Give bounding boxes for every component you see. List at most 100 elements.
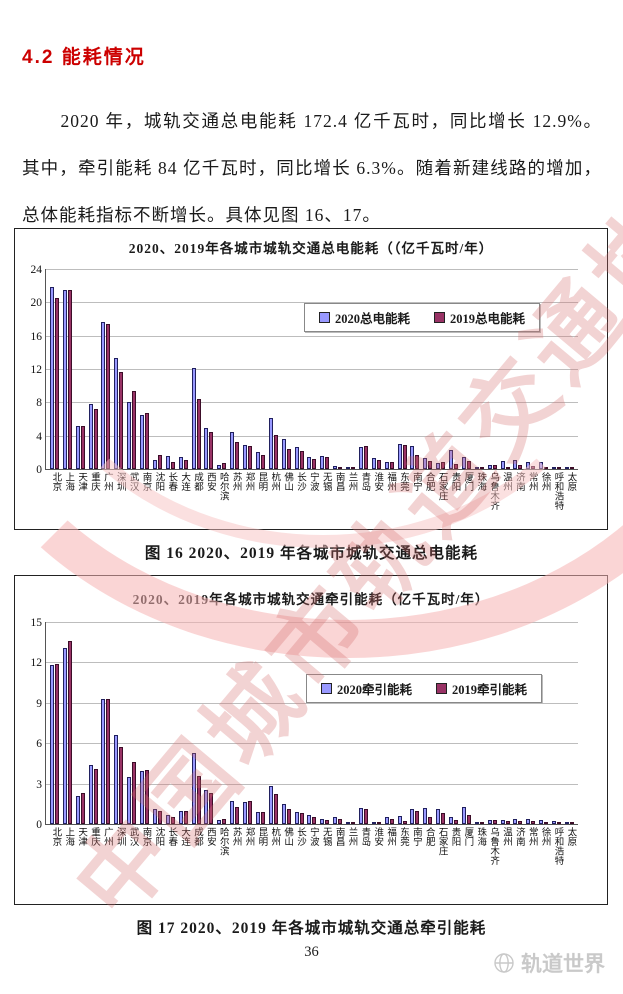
bar xyxy=(248,801,253,824)
city-name: 青岛 xyxy=(359,472,370,491)
x-axis-label: 济南 xyxy=(512,472,525,510)
bar xyxy=(49,286,54,469)
bar xyxy=(539,819,544,824)
x-axis-label: 东莞 xyxy=(396,472,409,510)
figure17-caption: 图 17 2020、2019 年各城市城轨交通总牵引能耗 xyxy=(136,920,487,937)
bar xyxy=(320,818,325,824)
bar xyxy=(80,793,85,824)
x-axis-label: 长沙 xyxy=(293,827,306,865)
bar-group xyxy=(396,815,409,824)
y-axis-tick-label: 0 xyxy=(36,819,42,831)
x-axis-label: 常州 xyxy=(524,472,537,510)
bar xyxy=(351,467,356,469)
city-name: 太原 xyxy=(565,472,576,491)
city-name: 哈尔滨 xyxy=(217,472,228,501)
y-axis-tick-label: 15 xyxy=(30,617,43,629)
bar-group xyxy=(512,818,525,824)
bar-group xyxy=(293,447,306,469)
y-axis-tick-label: 24 xyxy=(30,264,43,276)
city-name: 南昌 xyxy=(333,827,344,846)
city-name: 太原 xyxy=(565,827,576,846)
bar xyxy=(518,464,523,469)
bar xyxy=(461,456,466,469)
bar xyxy=(170,817,175,824)
bar xyxy=(178,810,183,824)
city-name: 呼和浩特 xyxy=(552,827,563,865)
x-axis-label: 南宁 xyxy=(409,827,422,865)
bar-group xyxy=(344,822,357,824)
city-name: 北京 xyxy=(50,827,61,846)
y-axis-tick-label: 4 xyxy=(36,430,42,443)
city-name: 徐州 xyxy=(539,472,550,491)
legend-label: 2019牵引能耗 xyxy=(452,683,528,697)
x-axis-label: 天津 xyxy=(74,472,87,510)
bar xyxy=(544,822,549,824)
legend-label: 2020总电能耗 xyxy=(335,312,411,326)
bar-group xyxy=(151,454,164,469)
x-axis-label: 哈尔滨 xyxy=(215,827,228,865)
bar xyxy=(106,324,111,469)
x-axis-label: 苏州 xyxy=(228,827,241,865)
bar xyxy=(217,819,222,824)
bar xyxy=(552,466,557,469)
legend-label: 2019总电能耗 xyxy=(450,312,526,326)
bar-group xyxy=(74,425,87,469)
bar-group xyxy=(74,793,87,824)
x-axis-label: 南宁 xyxy=(409,472,422,510)
bar xyxy=(209,432,214,469)
bar-group xyxy=(537,462,550,469)
bar xyxy=(170,462,175,469)
bar xyxy=(389,818,394,824)
city-name: 成都 xyxy=(192,472,203,491)
bar xyxy=(410,809,415,824)
bar xyxy=(436,809,441,824)
bar-group xyxy=(563,467,576,469)
x-axis-label: 郑州 xyxy=(241,472,254,510)
bar-group xyxy=(306,457,319,469)
x-axis-label: 重庆 xyxy=(87,827,100,865)
gridline xyxy=(46,743,578,745)
x-axis-label: 无锡 xyxy=(318,472,331,510)
bar xyxy=(281,439,286,469)
x-axis-label: 北京 xyxy=(48,472,61,510)
x-axis-label: 福州 xyxy=(383,472,396,510)
x-axis-label: 乌鲁木齐 xyxy=(486,827,499,865)
bar xyxy=(299,813,304,824)
x-axis-label: 合肥 xyxy=(421,827,434,865)
city-name: 上海 xyxy=(63,827,74,846)
x-axis-label: 昆明 xyxy=(254,472,267,510)
bar-group xyxy=(61,289,74,469)
city-name: 宁波 xyxy=(307,827,318,846)
bar-group xyxy=(267,786,280,824)
bar xyxy=(222,818,227,824)
bar xyxy=(487,819,492,824)
x-axis-label: 昆明 xyxy=(254,827,267,865)
x-axis-label: 福州 xyxy=(383,827,396,865)
bar xyxy=(371,822,376,824)
bar xyxy=(500,460,505,469)
x-axis-label: 成都 xyxy=(190,827,203,865)
x-axis-label: 常州 xyxy=(524,827,537,865)
bar xyxy=(93,768,98,824)
bar xyxy=(307,457,312,469)
bar xyxy=(346,822,351,824)
y-axis-tick-label: 9 xyxy=(36,697,42,710)
figure17-traction-energy-chart: 2020、2019年各城市城轨交通牵引能耗（亿千瓦时/年） 2020牵引能耗 20… xyxy=(14,575,608,905)
x-axis-label: 重庆 xyxy=(87,472,100,510)
x-axis-label: 东莞 xyxy=(396,827,409,865)
bar xyxy=(196,775,201,824)
bar xyxy=(132,390,137,469)
bar xyxy=(222,463,227,469)
legend-swatch-icon xyxy=(434,312,446,323)
x-axis-label: 武汉 xyxy=(125,827,138,865)
bar-group xyxy=(396,444,409,469)
city-name: 南京 xyxy=(140,827,151,846)
bar xyxy=(564,822,569,824)
gridline xyxy=(46,269,578,270)
x-axis-label: 杭州 xyxy=(267,472,280,510)
legend-item: 2019总电能耗 xyxy=(434,308,525,327)
bar-group xyxy=(48,663,61,824)
city-name: 福州 xyxy=(385,827,396,846)
bar xyxy=(544,467,549,469)
gridline xyxy=(46,302,578,304)
